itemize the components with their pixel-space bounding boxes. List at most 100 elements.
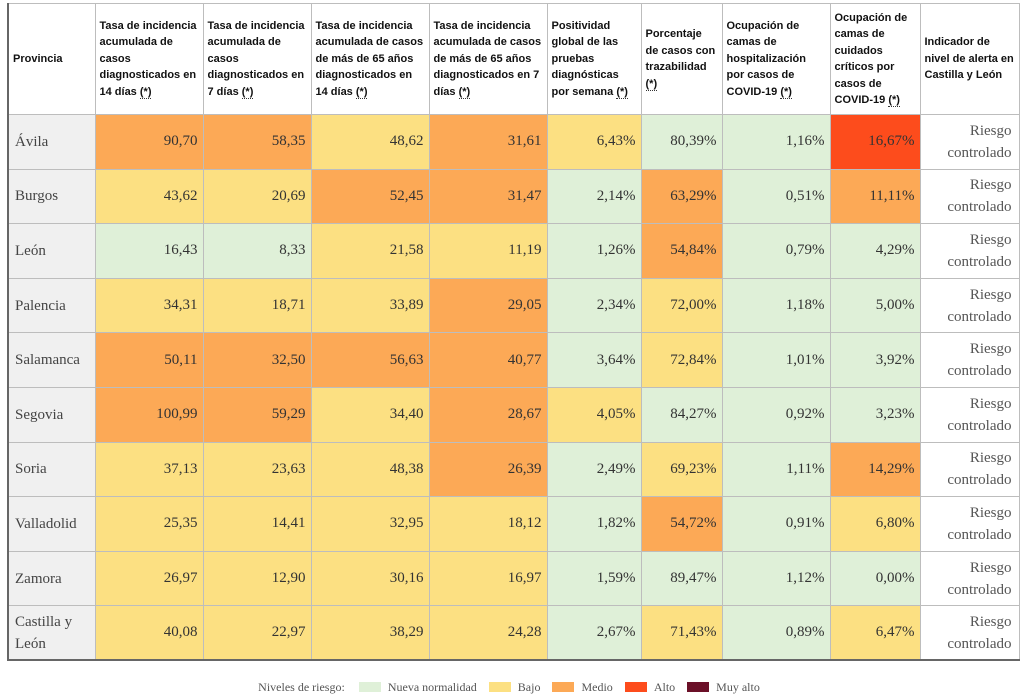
cell-incidencia-7d: 32,50: [202, 332, 312, 388]
info-link[interactable]: (*): [888, 94, 900, 107]
cell-incidencia-65-7d: 29,05: [428, 277, 548, 334]
cell-trazabilidad: 71,43%: [640, 605, 723, 662]
cell-trazabilidad: 84,27%: [640, 386, 723, 443]
cell-positividad: 2,14%: [546, 168, 642, 225]
cell-hospitalizacion: 0,89%: [721, 605, 831, 662]
legend-item-bajo: Bajo: [488, 679, 541, 695]
cell-incidencia-7d: 22,97: [202, 605, 312, 662]
cell-incidencia-7d: 8,33: [202, 223, 312, 279]
cell-incidencia-7d: 20,69: [202, 168, 312, 225]
table-row: Palencia 34,31 18,71 33,89 29,05 2,34% 7…: [7, 277, 1020, 334]
cell-positividad: 1,26%: [546, 223, 642, 279]
cell-provincia: Valladolid: [7, 496, 96, 552]
cell-incidencia-65-7d: 31,61: [428, 114, 548, 170]
cell-incidencia-65-14d: 38,29: [310, 605, 430, 662]
cell-incidencia-14d: 25,35: [94, 496, 204, 552]
indicators-table: Provincia Tasa de incidencia acumulada d…: [7, 3, 1020, 662]
legend-swatch: [358, 682, 381, 692]
table-row: León 16,43 8,33 21,58 11,19 1,26% 54,84%…: [7, 223, 1020, 279]
cell-incidencia-65-7d: 18,12: [428, 496, 548, 552]
info-link[interactable]: (*): [458, 85, 471, 99]
cell-incidencia-65-14d: 56,63: [310, 332, 430, 388]
cell-incidencia-7d: 23,63: [202, 441, 312, 498]
table-row: Segovia 100,99 59,29 34,40 28,67 4,05% 8…: [7, 386, 1020, 443]
cell-incidencia-65-14d: 34,40: [310, 386, 430, 443]
info-link[interactable]: (*): [355, 85, 368, 99]
cell-provincia: Burgos: [7, 168, 96, 225]
legend-item-medio: Medio: [552, 679, 613, 695]
cell-criticos: 0,00%: [829, 550, 921, 607]
table-row-total: Castilla y León 40,08 22,97 38,29 24,28 …: [7, 605, 1020, 662]
cell-trazabilidad: 72,00%: [640, 277, 723, 334]
info-link[interactable]: (*): [645, 77, 658, 91]
cell-alerta: Riesgo controlado: [919, 277, 1020, 334]
legend-label: Medio: [581, 679, 613, 694]
cell-alerta: Riesgo controlado: [919, 441, 1020, 498]
cell-incidencia-65-7d: 24,28: [428, 605, 548, 662]
cell-incidencia-7d: 58,35: [202, 114, 312, 170]
cell-positividad: 4,05%: [546, 386, 642, 443]
cell-incidencia-65-14d: 32,95: [310, 496, 430, 552]
info-link[interactable]: (*): [780, 85, 792, 99]
cell-incidencia-14d: 34,31: [94, 277, 204, 334]
legend-label: Bajo: [517, 679, 541, 694]
legend-swatch: [687, 682, 710, 692]
cell-hospitalizacion: 1,11%: [721, 441, 831, 498]
header-incidencia-14d: Tasa de incidencia acumulada de casos di…: [94, 3, 204, 115]
cell-incidencia-65-14d: 30,16: [310, 550, 430, 607]
cell-positividad: 1,82%: [546, 496, 642, 552]
cell-trazabilidad: 54,72%: [640, 496, 723, 552]
cell-incidencia-7d: 14,41: [202, 496, 312, 552]
info-link[interactable]: (*): [241, 85, 254, 99]
header-trazabilidad: Porcentaje de casos con trazabilidad (*): [640, 3, 723, 115]
legend-label: Alto: [653, 679, 676, 694]
cell-incidencia-65-14d: 52,45: [310, 168, 430, 225]
cell-trazabilidad: 80,39%: [640, 114, 723, 170]
cell-provincia: Castilla y León: [7, 605, 96, 662]
table-row: Zamora 26,97 12,90 30,16 16,97 1,59% 89,…: [7, 550, 1020, 607]
header-criticos: Ocupación de camas de cuidados críticos …: [829, 3, 921, 115]
cell-incidencia-14d: 37,13: [94, 441, 204, 498]
cell-criticos: 6,47%: [829, 605, 921, 662]
cell-alerta: Riesgo controlado: [919, 114, 1020, 170]
cell-criticos: 3,23%: [829, 386, 921, 443]
cell-hospitalizacion: 0,91%: [721, 496, 831, 552]
cell-positividad: 2,34%: [546, 277, 642, 334]
cell-incidencia-65-7d: 40,77: [428, 332, 548, 388]
cell-provincia: Palencia: [7, 277, 96, 334]
header-positividad: Positividad global de las pruebas diagnó…: [546, 3, 642, 115]
cell-alerta: Riesgo controlado: [919, 496, 1020, 552]
header-row: Provincia Tasa de incidencia acumulada d…: [7, 3, 1020, 115]
cell-incidencia-65-7d: 31,47: [428, 168, 548, 225]
info-link[interactable]: (*): [139, 85, 152, 99]
cell-incidencia-14d: 26,97: [94, 550, 204, 607]
table-row: Ávila 90,70 58,35 48,62 31,61 6,43% 80,3…: [7, 114, 1020, 170]
cell-incidencia-14d: 100,99: [94, 386, 204, 443]
cell-incidencia-65-7d: 11,19: [428, 223, 548, 279]
cell-provincia: Salamanca: [7, 332, 96, 388]
table-row: Valladolid 25,35 14,41 32,95 18,12 1,82%…: [7, 496, 1020, 552]
cell-provincia: León: [7, 223, 96, 279]
cell-incidencia-14d: 90,70: [94, 114, 204, 170]
legend-title: Niveles de riesgo:: [258, 679, 345, 694]
cell-incidencia-7d: 59,29: [202, 386, 312, 443]
cell-incidencia-65-14d: 21,58: [310, 223, 430, 279]
cell-positividad: 6,43%: [546, 114, 642, 170]
cell-criticos: 14,29%: [829, 441, 921, 498]
info-link[interactable]: (*): [616, 85, 628, 99]
cell-hospitalizacion: 0,92%: [721, 386, 831, 443]
cell-positividad: 2,67%: [546, 605, 642, 662]
cell-hospitalizacion: 1,12%: [721, 550, 831, 607]
cell-incidencia-65-7d: 16,97: [428, 550, 548, 607]
cell-trazabilidad: 69,23%: [640, 441, 723, 498]
cell-criticos: 16,67%: [829, 114, 921, 170]
table-row: Burgos 43,62 20,69 52,45 31,47 2,14% 63,…: [7, 168, 1020, 225]
header-incidencia-7d: Tasa de incidencia acumulada de casos di…: [202, 3, 312, 115]
cell-alerta: Riesgo controlado: [919, 168, 1020, 225]
cell-provincia: Soria: [7, 441, 96, 498]
cell-hospitalizacion: 0,79%: [721, 223, 831, 279]
legend-label: Nueva normalidad: [387, 679, 477, 694]
cell-alerta: Riesgo controlado: [919, 605, 1020, 662]
header-incidencia-65-7d: Tasa de incidencia acumulada de casos de…: [428, 3, 548, 115]
cell-incidencia-7d: 12,90: [202, 550, 312, 607]
